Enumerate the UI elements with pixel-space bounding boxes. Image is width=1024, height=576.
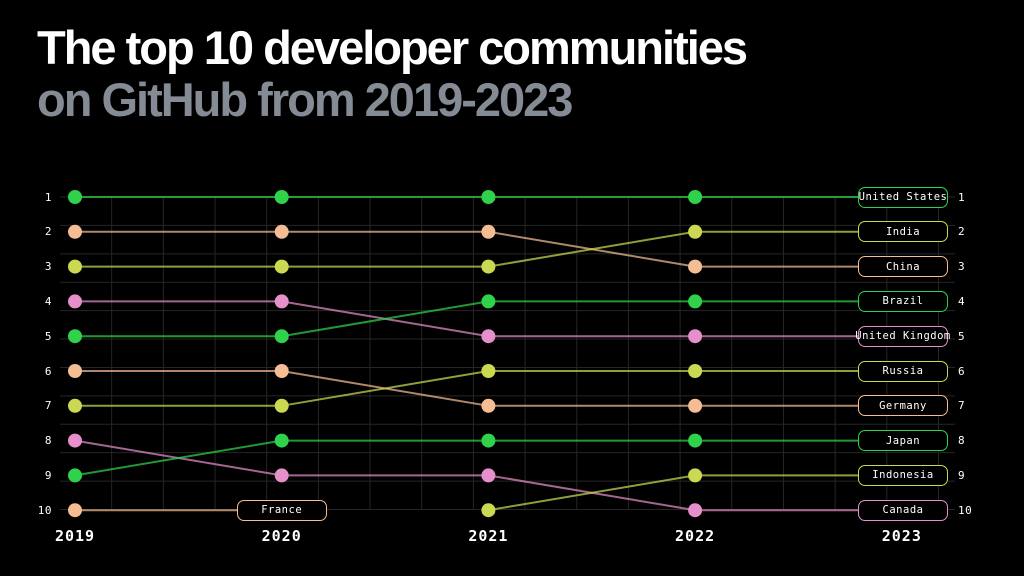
data-point-germany-2022 (688, 398, 703, 413)
chart-title: The top 10 developer communities on GitH… (37, 21, 748, 126)
data-point-china-2020 (274, 224, 289, 239)
data-point-russia-2019 (68, 398, 82, 413)
data-point-china-2021 (481, 224, 496, 239)
rank-label-right-5: 5 (958, 329, 966, 343)
rank-label-left-3: 3 (44, 260, 52, 274)
year-label-2020: 2020 (261, 527, 302, 545)
rank-label-left-2: 2 (44, 225, 52, 239)
rank-label-left-5: 5 (44, 329, 52, 343)
series-line-united-kingdom (75, 300, 858, 338)
rank-label-left-8: 8 (44, 434, 52, 448)
year-label-2019: 2019 (54, 527, 96, 545)
country-label-canada: Canada (858, 499, 948, 521)
country-label-indonesia: Indonesia (858, 464, 948, 486)
series-line-russia (75, 370, 858, 407)
country-label-germany: Germany (858, 395, 948, 417)
year-label-2021: 2021 (468, 527, 509, 545)
data-point-brazil-2022 (688, 294, 703, 309)
rank-label-right-6: 6 (958, 364, 966, 378)
data-point-canada-2022 (688, 503, 703, 518)
data-point-brazil-2021 (481, 294, 496, 309)
data-point-brazil-2020 (274, 329, 289, 344)
data-point-japan-2021 (481, 433, 496, 448)
country-label-india: India (858, 221, 948, 243)
rank-label-right-3: 3 (958, 260, 966, 274)
data-point-india-2021 (481, 259, 496, 274)
data-point-france-2019 (68, 503, 82, 518)
data-point-china-2019 (68, 224, 82, 239)
data-point-japan-2020 (274, 433, 289, 448)
rank-label-left-6: 6 (44, 364, 52, 378)
country-label-russia: Russia (858, 360, 948, 382)
chart-title-line1: The top 10 developer communities (37, 21, 748, 74)
data-point-united-kingdom-2020 (274, 294, 289, 309)
data-point-russia-2021 (481, 364, 496, 378)
data-point-russia-2022 (688, 364, 703, 378)
data-point-germany-2019 (68, 364, 82, 378)
data-point-japan-2019 (68, 468, 82, 483)
series-line-japan (74, 439, 858, 477)
data-point-indonesia-2022 (688, 468, 703, 483)
series-line-india (75, 230, 858, 268)
data-point-canada-2019 (68, 433, 82, 448)
rank-label-left-7: 7 (44, 399, 52, 413)
series-line-germany (75, 370, 858, 407)
rank-label-right-1: 1 (958, 190, 966, 204)
data-point-china-2022 (688, 259, 703, 274)
series-line-brazil (75, 300, 858, 338)
chart-title-line2: on GitHub from 2019-2023 (37, 73, 573, 126)
data-point-canada-2020 (274, 468, 289, 483)
data-point-united-kingdom-2022 (688, 329, 703, 344)
data-point-united-states-2021 (481, 190, 496, 204)
year-label-2022: 2022 (675, 527, 716, 545)
data-point-indonesia-2021 (481, 503, 496, 518)
rank-label-left-10: 10 (37, 503, 52, 517)
country-label-brazil: Brazil (858, 290, 948, 312)
rank-label-left-1: 1 (44, 190, 52, 204)
data-point-russia-2020 (274, 398, 289, 413)
data-point-india-2022 (688, 224, 703, 239)
rank-label-right-10: 10 (958, 503, 973, 517)
rank-label-right-7: 7 (958, 399, 966, 413)
data-point-india-2020 (274, 259, 289, 274)
rank-label-right-4: 4 (958, 294, 966, 308)
year-label-2023: 2023 (881, 527, 922, 545)
rank-label-left-9: 9 (44, 468, 52, 482)
data-point-united-states-2020 (274, 190, 289, 204)
data-point-canada-2021 (481, 468, 496, 483)
rank-label-right-2: 2 (958, 225, 966, 239)
rank-label-right-8: 8 (958, 434, 966, 448)
country-label-japan: Japan (858, 430, 948, 452)
data-point-united-kingdom-2019 (68, 294, 82, 309)
data-point-united-states-2019 (68, 190, 82, 204)
data-point-germany-2020 (274, 364, 289, 378)
data-point-united-states-2022 (688, 190, 703, 204)
rank-label-right-9: 9 (958, 468, 966, 482)
country-label-france: France (236, 499, 327, 521)
rank-label-left-4: 4 (44, 294, 52, 308)
country-label-china: China (858, 256, 948, 278)
country-label-united-states: United States (858, 186, 948, 208)
data-point-japan-2022 (688, 433, 703, 448)
data-point-brazil-2019 (68, 329, 82, 344)
data-point-germany-2021 (481, 398, 496, 413)
data-point-india-2019 (68, 259, 82, 274)
country-label-united-kingdom: United Kingdom (855, 325, 950, 347)
series-line-china (75, 230, 858, 268)
data-point-united-kingdom-2021 (481, 329, 496, 344)
